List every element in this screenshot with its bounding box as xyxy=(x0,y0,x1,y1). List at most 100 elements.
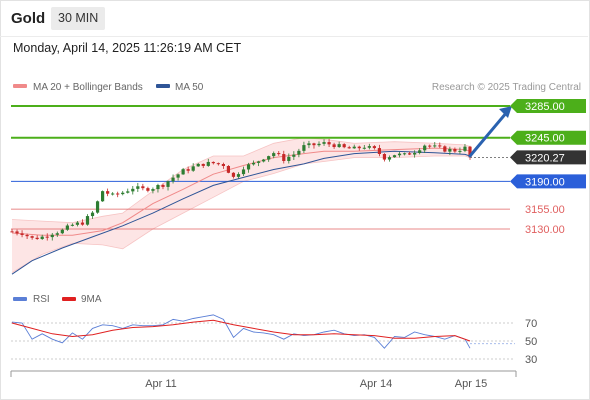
candle-body xyxy=(352,146,356,149)
level-label-3155.00: 3155.00 xyxy=(525,204,565,216)
candle-body xyxy=(251,162,256,165)
candle-body xyxy=(302,145,306,151)
candle-body xyxy=(111,193,115,195)
candle-body xyxy=(201,163,205,166)
candle-body xyxy=(10,231,14,233)
candle-body xyxy=(292,154,296,157)
forecast-arrow xyxy=(468,106,512,158)
candle-body xyxy=(453,148,457,152)
candle-body xyxy=(408,153,412,155)
x-tick-apr11: Apr 11 xyxy=(145,378,177,390)
candle-body xyxy=(307,143,311,146)
candle-body xyxy=(277,153,281,155)
candle-body xyxy=(443,146,447,152)
candle-body xyxy=(267,156,271,160)
candle-body xyxy=(15,231,19,234)
level-label-3220.27: 3220.27 xyxy=(525,152,565,164)
candle-body xyxy=(156,185,160,190)
candle-body xyxy=(402,153,407,155)
candle-body xyxy=(211,161,215,164)
candle-body xyxy=(106,191,110,194)
forecast-arrow-head xyxy=(499,106,512,118)
candle-body xyxy=(30,236,34,238)
timeframe-badge[interactable]: 30 MIN xyxy=(51,7,106,30)
level-tag-3220.27 xyxy=(510,150,586,165)
candle-body xyxy=(297,150,301,155)
candle-body xyxy=(438,145,442,147)
candle-body xyxy=(196,163,200,167)
level-label-3190.00: 3190.00 xyxy=(525,176,565,188)
candle-body xyxy=(146,188,150,191)
candle-body xyxy=(161,185,165,187)
legend-swatch-ma20 xyxy=(13,84,27,88)
level-label-3130.00: 3130.00 xyxy=(525,224,565,236)
candle-body xyxy=(418,150,422,154)
candle-body xyxy=(100,191,105,202)
candle-body xyxy=(226,166,231,173)
candle-body xyxy=(50,234,54,238)
candle-body xyxy=(332,144,336,148)
bollinger-band-fill xyxy=(12,137,470,273)
candle-body xyxy=(231,172,236,177)
candle-body xyxy=(433,145,437,147)
candle-body xyxy=(322,142,326,144)
candle-body xyxy=(186,169,190,171)
candle-body xyxy=(60,229,64,234)
price-levels xyxy=(11,105,510,230)
rsi-tick-50: 50 xyxy=(525,336,537,348)
legend-label-ma20: MA 20 + Bollinger Bands xyxy=(33,82,143,93)
candle-body xyxy=(116,193,120,195)
candle-body xyxy=(126,191,130,193)
candle-body xyxy=(246,164,251,170)
forecast-arrow-shaft xyxy=(468,110,509,158)
candle-body xyxy=(347,147,351,149)
level-label-3245.00: 3245.00 xyxy=(525,133,565,145)
candle-body xyxy=(377,148,382,155)
level-tag-3245.00 xyxy=(510,130,586,145)
x-axis: Apr 11 Apr 14 Apr 15 xyxy=(10,370,517,390)
candle-body xyxy=(428,145,432,147)
candle-body xyxy=(166,181,170,187)
candle-body xyxy=(20,233,24,235)
rsi-tick-70: 70 xyxy=(525,318,537,330)
candle-body xyxy=(206,161,210,166)
rsi-series-rsi xyxy=(11,314,471,349)
candle-body xyxy=(40,236,44,239)
candle-body xyxy=(70,224,74,226)
candle-body xyxy=(423,145,427,151)
legend-swatch-9ma xyxy=(62,297,76,301)
candle-body xyxy=(45,236,49,238)
moving-averages xyxy=(11,147,471,275)
candle-body xyxy=(312,143,316,146)
candle-body xyxy=(181,169,185,175)
level-label-3285.00: 3285.00 xyxy=(525,101,565,113)
candle-body xyxy=(95,201,100,213)
indicator-legend: RSI 9MA xyxy=(13,294,102,305)
candle-body xyxy=(136,186,140,189)
candle-body xyxy=(463,146,467,151)
candle-body xyxy=(458,150,462,152)
candlesticks xyxy=(10,138,472,241)
candle-body xyxy=(131,188,135,192)
candle-body xyxy=(372,146,376,149)
rsi-series-9ma xyxy=(11,319,471,342)
candle-body xyxy=(241,169,246,175)
candle-body xyxy=(141,186,145,189)
candle-body xyxy=(257,161,261,163)
legend-swatch-ma50 xyxy=(156,84,170,88)
level-tag-3190.00 xyxy=(510,174,586,189)
candle-body xyxy=(90,212,95,217)
candle-body xyxy=(236,174,241,177)
candle-body xyxy=(287,156,291,161)
legend-label-9ma: 9MA xyxy=(81,294,102,305)
candle-body xyxy=(397,153,402,156)
candle-body xyxy=(382,154,387,160)
candle-body xyxy=(176,174,180,178)
candle-body xyxy=(85,216,90,225)
level-labels: 3285.00 3245.00 3220.27 3190.00 3155.00 3130.… xyxy=(510,99,586,236)
legend-label-rsi: RSI xyxy=(33,294,50,305)
candle-body xyxy=(191,166,195,171)
top-bar: Gold 30 MIN xyxy=(0,0,588,37)
candle-body xyxy=(25,234,29,237)
